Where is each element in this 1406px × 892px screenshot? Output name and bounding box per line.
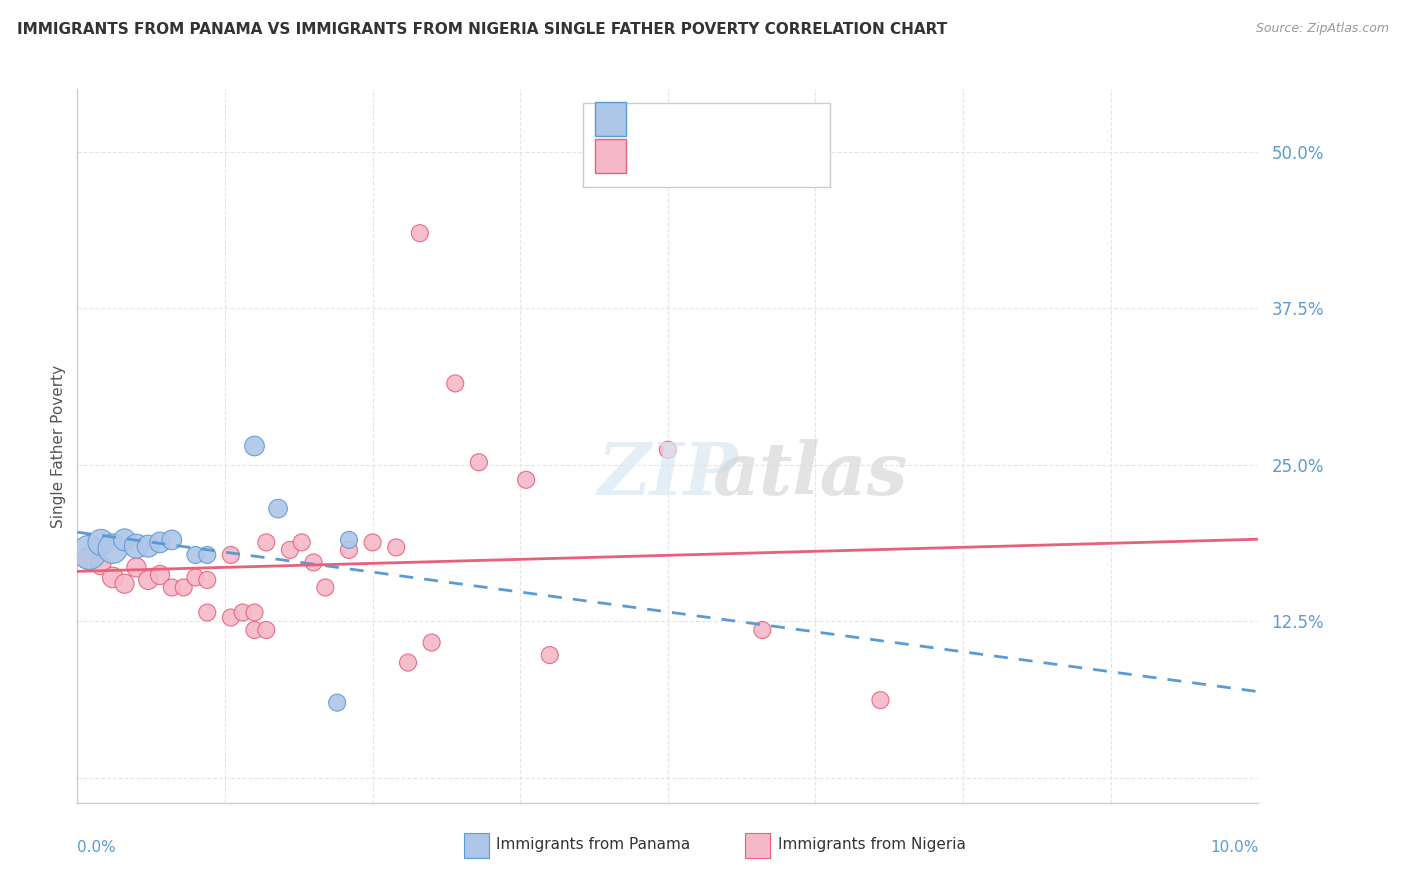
Point: [396, 656, 419, 670]
Point: [869, 693, 891, 707]
Point: [314, 581, 336, 595]
Text: Immigrants from Nigeria: Immigrants from Nigeria: [778, 837, 966, 852]
Point: [243, 439, 266, 453]
Point: [195, 606, 218, 620]
Point: [114, 576, 136, 591]
Point: [173, 581, 195, 595]
Point: [243, 606, 266, 620]
Point: [444, 376, 467, 391]
Point: [751, 623, 773, 637]
Point: [326, 696, 349, 710]
Point: [337, 542, 360, 557]
Text: R =  0.141   N = 14: R = 0.141 N = 14: [637, 108, 813, 126]
Point: [267, 501, 290, 516]
Y-axis label: Single Father Poverty: Single Father Poverty: [51, 365, 66, 527]
Text: Source: ZipAtlas.com: Source: ZipAtlas.com: [1256, 22, 1389, 36]
Point: [160, 533, 183, 547]
Point: [77, 545, 100, 559]
Point: [125, 560, 148, 574]
Point: [254, 623, 277, 637]
Point: [136, 539, 159, 553]
Point: [90, 535, 112, 549]
Point: [232, 606, 254, 620]
Point: [361, 535, 384, 549]
Point: [160, 581, 183, 595]
Point: [420, 635, 443, 649]
Point: [538, 648, 561, 662]
Point: [243, 623, 266, 637]
Point: [77, 551, 100, 566]
Point: [114, 533, 136, 547]
Point: [195, 573, 218, 587]
Point: [302, 556, 325, 570]
Text: 0.0%: 0.0%: [77, 840, 117, 855]
Point: [409, 226, 432, 240]
Point: [184, 548, 207, 562]
Point: [149, 535, 172, 549]
Point: [125, 539, 148, 553]
Point: [468, 455, 491, 469]
Text: R =  0.148   N = 36: R = 0.148 N = 36: [637, 145, 813, 163]
Point: [337, 533, 360, 547]
Point: [195, 548, 218, 562]
Text: IMMIGRANTS FROM PANAMA VS IMMIGRANTS FROM NIGERIA SINGLE FATHER POVERTY CORRELAT: IMMIGRANTS FROM PANAMA VS IMMIGRANTS FRO…: [17, 22, 948, 37]
Point: [291, 535, 314, 549]
Point: [149, 568, 172, 582]
Point: [219, 548, 242, 562]
Text: atlas: atlas: [711, 439, 907, 510]
Text: ZIP: ZIP: [598, 439, 738, 510]
Point: [515, 473, 537, 487]
Point: [136, 573, 159, 587]
Text: Immigrants from Panama: Immigrants from Panama: [496, 837, 690, 852]
Point: [90, 558, 112, 572]
Point: [385, 541, 408, 555]
Point: [278, 542, 301, 557]
Point: [254, 535, 277, 549]
Point: [184, 570, 207, 584]
Point: [101, 570, 124, 584]
Point: [219, 610, 242, 624]
Point: [657, 442, 679, 457]
Point: [101, 541, 124, 556]
Text: 10.0%: 10.0%: [1211, 840, 1258, 855]
